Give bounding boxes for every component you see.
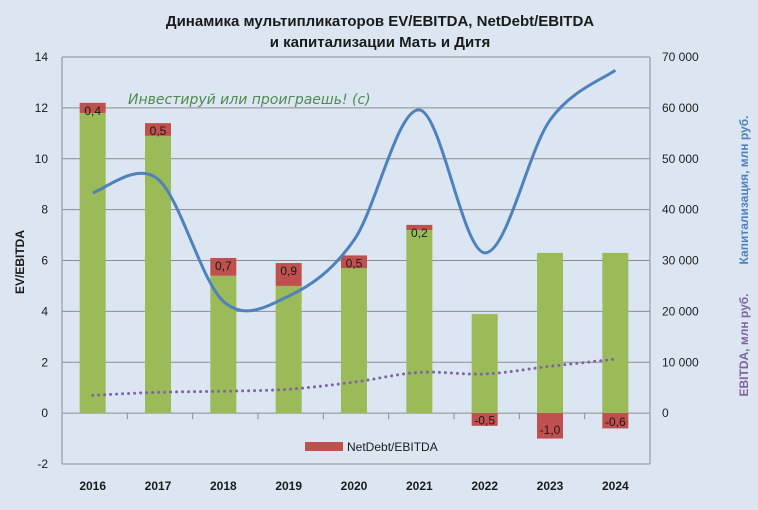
y-tick-right: 40 000 — [662, 203, 699, 217]
x-tick-label: 2016 — [79, 479, 106, 493]
bar-ev-ebitda — [406, 229, 433, 414]
bar-ev-ebitda — [471, 313, 498, 414]
x-tick-label: 2022 — [471, 479, 498, 493]
data-label: 0,7 — [215, 259, 232, 273]
data-label: -1,0 — [540, 423, 561, 437]
bar-netdebt-ebitda — [471, 413, 498, 426]
data-label: 0,9 — [280, 264, 297, 278]
bar-ev-ebitda — [145, 135, 171, 414]
x-tick-label: 2017 — [145, 479, 172, 493]
annotation: Инвестируй или проиграешь! (с) — [128, 92, 371, 108]
y-tick-left: 4 — [41, 304, 48, 318]
x-tick-label: 2021 — [406, 479, 433, 493]
bar-netdebt-ebitda — [145, 123, 171, 136]
y-tick-right: 0 — [662, 406, 669, 420]
data-label: 0,4 — [84, 104, 101, 118]
y-tick-left: 6 — [41, 254, 48, 268]
y-tick-left: 14 — [35, 50, 49, 64]
chart-title-line1: Динамика мультипликаторов EV/EBITDA, Net… — [166, 13, 594, 30]
y-axis-right-label-cap: Капитализация, млн руб. — [737, 116, 751, 265]
bar-netdebt-ebitda — [602, 413, 629, 429]
data-label: 0,5 — [346, 256, 363, 270]
y-tick-right: 50 000 — [662, 152, 699, 166]
y-tick-left: 8 — [41, 203, 48, 217]
bar-netdebt-ebitda — [341, 255, 367, 269]
x-tick-label: 2019 — [275, 479, 302, 493]
x-tick-label: 2023 — [537, 479, 564, 493]
y-tick-left: 12 — [35, 101, 49, 115]
data-label: -0,5 — [474, 413, 495, 427]
data-label: -0,6 — [605, 415, 626, 429]
bar-netdebt-ebitda — [275, 263, 302, 286]
bars: 0,4 0,5 0,7 0,9 0,5 0,2 -0,5 -1,0 -0,6 — [79, 102, 629, 439]
bar-netdebt-ebitda — [406, 224, 433, 230]
chart-title-line2: и капитализации Мать и Дитя — [270, 34, 491, 51]
y-tick-left: 0 — [41, 406, 48, 420]
x-tick-label: 2018 — [210, 479, 237, 493]
y-tick-left: 10 — [35, 152, 49, 166]
axes: -2 0 2 4 6 8 10 12 14 0 10 000 20 000 30 000 40 000 50… — [35, 50, 699, 493]
data-label: 0,5 — [150, 124, 167, 138]
y-tick-right: 60 000 — [662, 101, 699, 115]
y-tick-right: 10 000 — [662, 355, 699, 369]
bar-ev-ebitda — [275, 285, 302, 414]
y-tick-right: 30 000 — [662, 254, 699, 268]
bar-ev-ebitda — [341, 268, 367, 414]
legend-label: NetDebt/EBITDA — [347, 440, 438, 454]
y-tick-left: 2 — [41, 355, 48, 369]
x-tick-label: 2020 — [341, 479, 368, 493]
bar-ev-ebitda — [602, 252, 629, 414]
y-axis-right-label-ebitda: EBITDA, млн руб. — [737, 293, 751, 396]
y-tick-right: 70 000 — [662, 50, 699, 64]
line-ebitda — [91, 357, 617, 397]
bar-netdebt-ebitda — [210, 257, 237, 276]
x-tick-label: 2024 — [602, 479, 629, 493]
y-axis-left-label: EV/EBITDA — [13, 230, 27, 294]
bar-ev-ebitda — [79, 112, 106, 414]
legend-swatch — [305, 442, 343, 451]
line-capitalization — [92, 69, 617, 313]
bar-netdebt-ebitda — [537, 413, 563, 439]
bar-ev-ebitda — [537, 252, 563, 414]
lines — [91, 69, 617, 397]
data-label: 0,2 — [411, 226, 428, 240]
bar-ev-ebitda — [210, 275, 237, 414]
bar-netdebt-ebitda — [79, 102, 106, 113]
y-tick-left: -2 — [37, 457, 48, 471]
y-tick-right: 20 000 — [662, 304, 699, 318]
